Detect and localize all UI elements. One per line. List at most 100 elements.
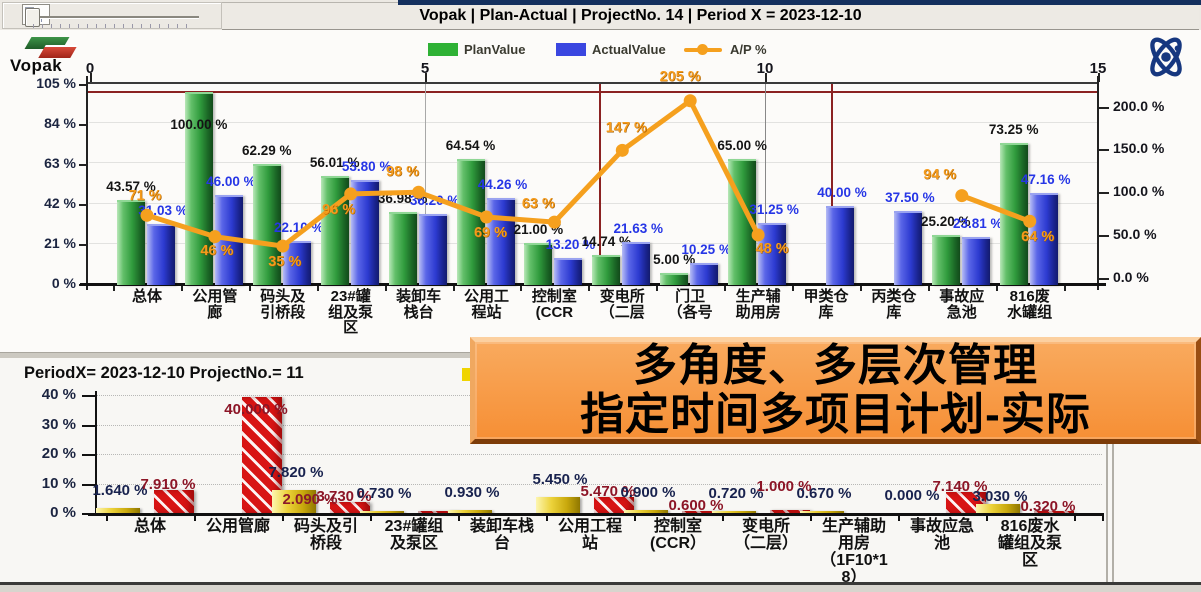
category-tick [458,516,460,521]
left-axis-tick-label: 42 % [44,195,76,211]
legend-label-plan: PlanValue [464,42,526,57]
actual-value-label: 0.320 % [1020,498,1076,516]
ap-value-label: 94 % [923,166,957,183]
h-gridline [89,162,1097,163]
category-label: 总体 [133,518,166,535]
right-axis-tick [1099,192,1109,194]
actual-value-label: 40.00 % [817,185,867,201]
top-axis-number: 0 [85,60,95,77]
plan-value-label: 0.000 % [884,487,940,504]
plan-value-label: 0.720 % [708,484,764,502]
plan-value-label: 64.54 % [445,138,496,154]
category-label: 公用工程 站 [557,518,622,552]
actual-bar-red [418,511,458,513]
right-axis-tick-label: 100.0 % [1113,183,1165,199]
right-axis-tick [1099,149,1109,151]
extra-value-label: 2.090 % [282,491,338,508]
plot-left-border [86,76,88,290]
category-tick [898,516,900,521]
actual-value-label: 31.25 % [749,202,799,218]
top-axis-number: 15 [1089,60,1107,77]
category-tick [810,516,812,521]
ap-value-label: 46 % [200,242,234,259]
plan-value-label: 5.450 % [532,471,588,489]
right-axis-tick-label: 200.0 % [1113,98,1165,114]
category-label: 816废 水罐组 [1007,288,1053,321]
bottom-chart-title: PeriodX= 2023-12-10 ProjectNo.= 11 [24,364,304,382]
category-tick [927,286,930,291]
plan-value-label: 3.030 % [972,488,1028,506]
left-axis-tick [79,124,87,126]
plan-bar [320,175,349,285]
top-axis-tick [425,73,427,82]
actual-bar [554,257,583,285]
category-tick [370,516,372,521]
actual-value-label: 21.63 % [613,220,664,236]
category-tick [1063,286,1066,291]
slider-track[interactable] [31,16,199,18]
x-axis-line [88,513,1104,516]
category-label: 总体 [131,288,162,305]
right-axis-tick [1099,278,1109,280]
plan-value-label: 73.25 % [988,121,1039,137]
category-label: 事故应急 池 [909,518,974,552]
category-tick [792,286,794,291]
legend-label-actual: ActualValue [592,42,666,57]
y-axis-line [95,391,97,515]
left-axis-tick [79,164,87,166]
plan-value-label: 0.730 % [356,484,412,502]
actual-value-label: 7.140 % [932,478,988,496]
plan-bar [728,158,757,285]
plan-bar [117,199,145,285]
top-chart-panel: Vopak PlanValue ActualValue A/P % 105 % 84 %… [0,30,1201,352]
slider-tick-marks [33,24,193,28]
category-label: 816废水 罐组及泵 区 [997,518,1062,569]
actual-value-label: 5.470 % [580,483,636,501]
legend-swatch-plan [428,43,458,56]
actual-bar [622,241,651,285]
slider-thumb[interactable] [25,8,40,27]
period-marker-line [831,84,833,283]
plan-bar [999,142,1028,285]
h-gridline [97,483,1102,485]
period-marker-line [599,84,601,283]
top-axis-tick [90,73,92,82]
y-axis-tick-label: 20 % [41,445,76,462]
banner-line-1: 多角度、多层次管理 [633,340,1038,390]
top-axis-tick [1098,73,1100,82]
ap-value-label: 98 % [386,164,420,181]
legend-swatch-actual [556,43,586,56]
category-tick [452,286,455,291]
actual-bar [214,194,243,285]
actual-bar [893,211,922,285]
actual-bar [418,213,447,285]
actual-value-label: 47.16 % [1020,171,1071,187]
category-label: 丙类仓 库 [871,288,917,321]
actual-value-label: 0.600 % [668,497,724,515]
plan-value-label: 65.00 % [717,137,767,153]
actual-bar-red [154,490,194,513]
banner-line-2: 指定时间多项目计划-实际 [580,389,1091,439]
category-tick [520,286,523,291]
plan-bar-yellow [712,510,756,513]
ap-value-label: 71 % [128,188,162,205]
category-label: 变电所 （二层） [733,518,798,552]
category-label: 公用管廊 [205,518,270,535]
actual-value-label: 44.26 % [477,177,528,193]
v-gridline-10 [765,84,766,283]
left-axis-tick [79,84,87,86]
title-panel: Vopak | Plan-Actual | ProjectNo. 14 | Pe… [222,2,1199,30]
y-axis-tick [82,424,95,427]
plot-right-border [1097,76,1099,290]
category-label: 门卫 （各号 [667,288,713,321]
category-label: 23#罐 组及泵 区 [328,288,374,336]
category-tick [546,516,548,521]
category-tick [995,286,998,291]
right-axis-tick [1099,235,1109,237]
target-100pct-line [88,91,1097,93]
category-tick [986,516,988,521]
actual-bar-red [1034,511,1074,513]
category-tick [384,286,387,291]
vopak-logo: Vopak [10,36,98,78]
